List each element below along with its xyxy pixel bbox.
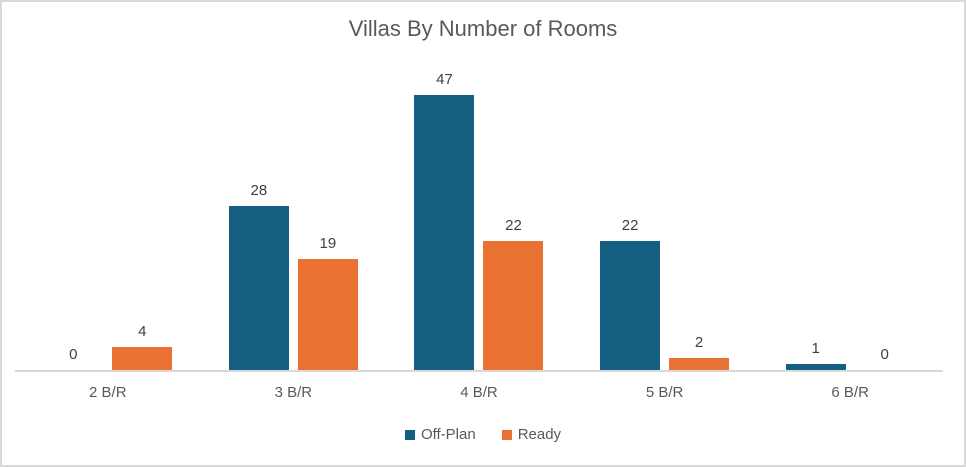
x-axis-labels: 2 B/R 3 B/R 4 B/R 5 B/R 6 B/R: [15, 384, 943, 401]
bar-group-3-b-r: 28 19: [201, 62, 387, 370]
bar-slot: 4: [112, 322, 173, 370]
legend-item-off-plan: Off-Plan: [404, 426, 476, 443]
bar-group-5-b-r: 22 2: [572, 62, 758, 370]
data-label: 2: [694, 334, 704, 352]
bar-slot: 0: [855, 347, 915, 370]
data-label: 0: [880, 346, 889, 363]
bar-slot: 0: [43, 347, 103, 370]
legend-swatch: [501, 429, 512, 440]
bar-slot: 22: [483, 217, 544, 370]
bar-ready: [483, 241, 544, 370]
bar-ready: [112, 346, 173, 370]
x-axis-label: 6 B/R: [831, 384, 869, 401]
data-label: 1: [811, 340, 820, 358]
bar-group-4-b-r: 47 22: [386, 62, 572, 370]
bar-off-plan: [785, 364, 846, 370]
data-label: 0: [69, 346, 78, 363]
chart-title: Villas By Number of Rooms: [348, 16, 618, 41]
data-label: 22: [505, 217, 522, 235]
data-label: 22: [621, 217, 639, 235]
legend-label: Ready: [517, 426, 562, 443]
bar-ready: [297, 258, 358, 370]
bar-slot: 22: [600, 217, 661, 370]
x-axis-label: 4 B/R: [460, 384, 498, 401]
plot-area: 0 4 28 19 47 22 22 2 1 0: [15, 62, 943, 372]
legend-label: Off-Plan: [420, 426, 476, 443]
bar-slot: 28: [228, 182, 289, 370]
data-label: 47: [436, 71, 453, 88]
data-label: 28: [250, 182, 268, 200]
legend: Off-Plan Ready: [2, 426, 964, 443]
bar-slot: 47: [414, 71, 475, 370]
x-axis-label: 2 B/R: [89, 384, 127, 401]
data-label: 19: [319, 234, 337, 252]
bar-slot: 1: [785, 340, 846, 370]
data-label: 4: [138, 322, 147, 340]
bar-slot: 19: [297, 234, 358, 370]
bar-slot: 2: [669, 334, 730, 370]
x-axis-label: 3 B/R: [274, 384, 313, 401]
legend-swatch: [404, 429, 415, 440]
x-axis-label: 5 B/R: [645, 384, 684, 401]
bar-off-plan: [414, 95, 475, 370]
bar-ready: [669, 358, 730, 370]
bar-off-plan: [228, 206, 289, 370]
legend-item-ready: Ready: [501, 426, 562, 443]
bar-off-plan: [600, 241, 661, 370]
